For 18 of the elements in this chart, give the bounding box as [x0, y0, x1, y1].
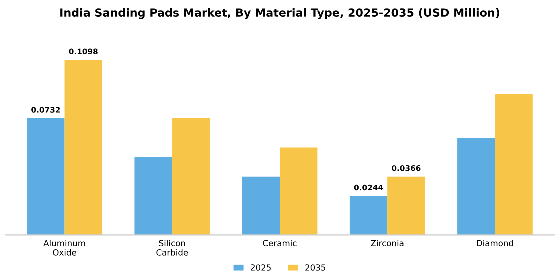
bar	[172, 118, 210, 236]
bar	[64, 60, 102, 236]
x-tick-label: Zirconia	[371, 240, 404, 247]
x-tick-label: Silicon Carbide	[156, 240, 188, 256]
bar	[350, 196, 388, 236]
legend-label: 2035	[306, 264, 326, 271]
bar	[388, 176, 426, 236]
bar	[242, 176, 280, 236]
chart-title: India Sanding Pads Market, By Material Type, 2025-2035 (USD Million)	[60, 8, 500, 20]
bar	[458, 138, 496, 236]
x-tick-label: Ceramic	[263, 240, 297, 247]
x-tick-label: Aluminum Oxide	[44, 240, 86, 256]
bar	[134, 157, 172, 236]
bar	[27, 118, 65, 236]
bar	[495, 94, 533, 236]
legend-label: 2025	[251, 264, 271, 271]
x-tick-label: Diamond	[477, 240, 514, 247]
bar	[280, 148, 318, 236]
